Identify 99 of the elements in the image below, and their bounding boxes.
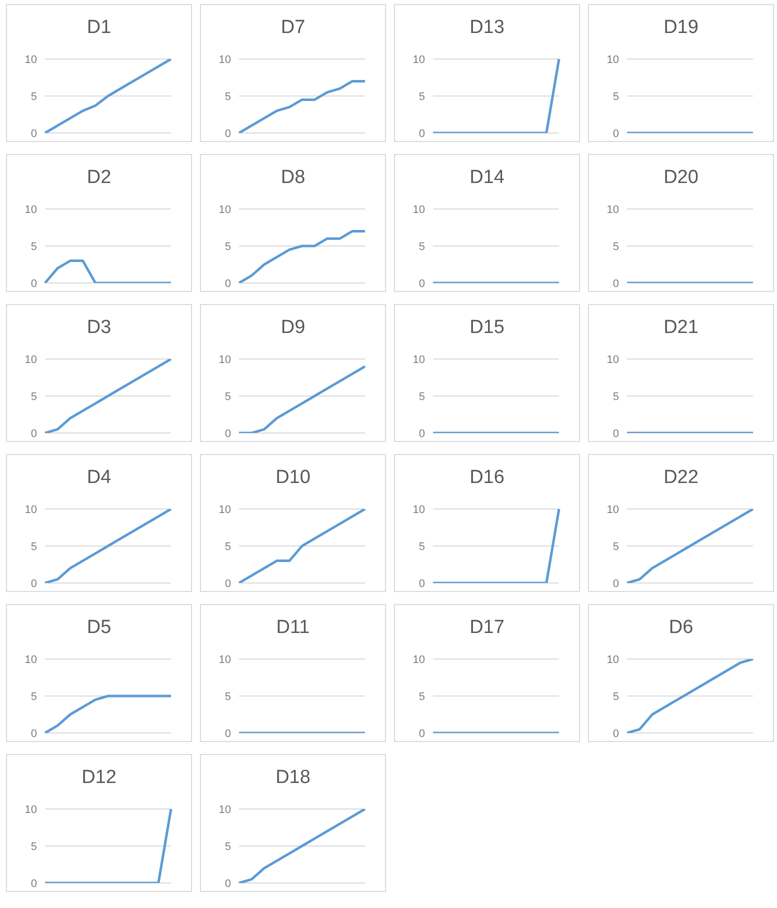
y-tick-label: 0 [418, 278, 425, 290]
y-tick-label: 0 [418, 128, 425, 140]
y-tick-label: 5 [418, 690, 425, 703]
y-tick-label: 0 [224, 578, 231, 590]
y-tick-label: 5 [224, 90, 231, 103]
y-tick-label: 10 [606, 54, 619, 66]
line-series [238, 230, 366, 283]
y-tick-label: 10 [24, 54, 37, 66]
y-tick-label: 5 [224, 540, 231, 553]
chart-title: D22 [662, 467, 700, 490]
chart-title: D3 [86, 317, 112, 340]
y-tick-label: 10 [218, 654, 231, 666]
y-tick-label: 5 [612, 240, 619, 253]
y-tick-label: 5 [418, 240, 425, 253]
y-tick-label: 0 [418, 428, 425, 440]
y-tick-label: 10 [412, 54, 425, 66]
chart-title: D17 [468, 617, 506, 640]
y-tick-label: 0 [418, 578, 425, 590]
chart-title: D6 [668, 617, 694, 640]
y-tick-label: 0 [224, 428, 231, 440]
y-tick-label: 10 [412, 354, 425, 366]
y-tick-label: 10 [24, 504, 37, 516]
y-tick-label: 10 [218, 204, 231, 216]
chart-title: D21 [662, 317, 700, 340]
y-tick-label: 0 [224, 878, 231, 890]
line-series [44, 694, 172, 733]
line-series [44, 509, 172, 583]
y-tick-label: 5 [224, 690, 231, 703]
y-tick-label: 5 [30, 240, 37, 253]
y-tick-label: 0 [224, 728, 231, 740]
chart-title: D13 [468, 17, 506, 40]
y-tick-label: 5 [418, 540, 425, 553]
y-tick-label: 10 [412, 504, 425, 516]
y-tick-label: 5 [224, 240, 231, 253]
chart-title: D20 [662, 167, 700, 190]
chart-title: D5 [86, 617, 112, 640]
y-tick-label: 0 [224, 278, 231, 290]
chart-title: D11 [275, 617, 311, 640]
y-tick-label: 10 [24, 654, 37, 666]
y-tick-label: 10 [218, 804, 231, 816]
y-tick-label: 5 [30, 840, 37, 853]
y-tick-label: 0 [30, 878, 37, 890]
chart-title: D16 [468, 467, 506, 490]
y-tick-label: 10 [606, 504, 619, 516]
chart-title: D4 [86, 467, 112, 490]
y-tick-label: 0 [30, 728, 37, 740]
y-tick-label: 10 [606, 204, 619, 216]
y-tick-label: 0 [612, 278, 619, 290]
y-tick-label: 10 [24, 354, 37, 366]
y-tick-label: 5 [418, 90, 425, 103]
y-tick-label: 0 [612, 428, 619, 440]
y-tick-label: 10 [24, 804, 37, 816]
y-tick-label: 0 [612, 128, 619, 140]
y-tick-label: 5 [30, 690, 37, 703]
line-series [238, 509, 366, 583]
chart-title: D10 [274, 467, 312, 490]
y-tick-label: 5 [418, 390, 425, 403]
y-tick-label: 5 [30, 90, 37, 103]
chart-title: D1 [86, 17, 112, 40]
chart-title: D15 [468, 317, 506, 340]
y-tick-label: 5 [612, 90, 619, 103]
line-series [44, 359, 172, 433]
y-tick-label: 0 [612, 578, 619, 590]
y-tick-label: 5 [224, 840, 231, 853]
y-tick-label: 5 [612, 390, 619, 403]
chart-title: D8 [280, 167, 306, 190]
chart-title: D12 [80, 767, 118, 790]
y-tick-label: 5 [224, 390, 231, 403]
line-series [238, 80, 366, 133]
chart-title: D18 [274, 767, 312, 790]
y-tick-label: 10 [412, 204, 425, 216]
y-tick-label: 5 [612, 540, 619, 553]
chart-title: D2 [86, 167, 112, 190]
line-series [238, 365, 366, 433]
y-tick-label: 10 [606, 654, 619, 666]
y-tick-label: 5 [30, 540, 37, 553]
y-tick-label: 10 [218, 504, 231, 516]
line-series [238, 809, 366, 883]
chart-title: D14 [468, 167, 506, 190]
y-tick-label: 10 [218, 354, 231, 366]
y-tick-label: 0 [30, 278, 37, 290]
y-tick-label: 0 [30, 578, 37, 590]
y-tick-label: 5 [30, 390, 37, 403]
y-tick-label: 0 [612, 728, 619, 740]
y-tick-label: 10 [606, 354, 619, 366]
line-series [626, 659, 754, 733]
y-tick-label: 0 [30, 128, 37, 140]
y-tick-label: 10 [412, 654, 425, 666]
line-series [44, 59, 172, 133]
chart-title: D19 [662, 17, 700, 40]
y-tick-label: 10 [24, 204, 37, 216]
line-series [626, 509, 754, 583]
y-tick-label: 5 [612, 690, 619, 703]
y-tick-label: 0 [224, 128, 231, 140]
chart-title: D7 [280, 17, 306, 40]
y-tick-label: 0 [30, 428, 37, 440]
y-tick-label: 0 [418, 728, 425, 740]
chart-title: D9 [280, 317, 306, 340]
y-tick-label: 10 [218, 54, 231, 66]
